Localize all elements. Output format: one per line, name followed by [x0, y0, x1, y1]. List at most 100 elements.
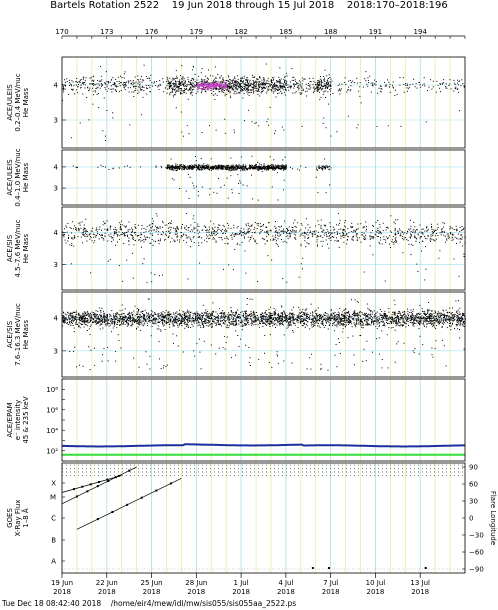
data-point [424, 317, 426, 319]
data-point [210, 166, 212, 168]
data-point [237, 89, 239, 91]
data-point [161, 315, 163, 317]
data-point [63, 320, 65, 322]
data-point [447, 233, 449, 235]
data-point [248, 95, 250, 97]
data-point [208, 231, 210, 233]
data-point [254, 164, 256, 166]
data-point [218, 165, 220, 167]
data-point [197, 223, 199, 225]
data-point [172, 167, 174, 169]
data-point [215, 76, 217, 78]
data-point [82, 78, 84, 80]
data-point [239, 86, 241, 88]
data-point [297, 82, 299, 84]
data-point [205, 167, 207, 169]
data-point [87, 235, 89, 237]
data-point [128, 244, 130, 246]
data-point [242, 167, 244, 169]
data-point [283, 165, 285, 167]
data-point [227, 164, 229, 166]
data-point [438, 312, 440, 314]
data-point [156, 81, 158, 83]
data-point [95, 84, 97, 86]
data-point [427, 234, 429, 236]
data-point [185, 234, 187, 236]
data-point [110, 319, 112, 321]
data-point [139, 81, 141, 83]
data-point [162, 226, 164, 228]
data-point [381, 243, 383, 245]
data-point [443, 231, 445, 233]
data-point [367, 79, 369, 81]
data-point [372, 236, 374, 238]
data-point [64, 233, 66, 235]
data-point [353, 81, 355, 83]
data-point [333, 229, 335, 231]
data-point [97, 166, 99, 168]
data-point [95, 91, 97, 93]
data-point [410, 225, 412, 227]
data-point [346, 91, 348, 93]
data-point [101, 79, 103, 81]
data-point [330, 226, 332, 228]
data-point [262, 86, 264, 88]
data-point [179, 313, 181, 315]
data-point [432, 317, 434, 319]
data-point [170, 85, 172, 87]
data-point [254, 85, 256, 87]
data-point [445, 87, 447, 89]
data-point [78, 223, 80, 225]
data-point [226, 177, 228, 179]
data-point [249, 313, 251, 315]
data-point [236, 168, 238, 170]
data-point [379, 231, 381, 233]
dense-core-point [221, 88, 223, 90]
data-point [262, 168, 264, 170]
data-point [138, 91, 140, 93]
data-point [180, 235, 182, 237]
data-point [225, 168, 227, 170]
panel-ylabel: ACE/SIS [6, 320, 14, 348]
data-point [290, 322, 292, 324]
data-point [83, 230, 85, 232]
data-point [146, 313, 148, 315]
data-point [356, 237, 358, 239]
data-point [226, 93, 228, 95]
data-point [63, 234, 65, 236]
data-point [180, 237, 182, 239]
data-point [400, 233, 402, 235]
data-point [106, 220, 108, 222]
data-point [154, 229, 156, 231]
data-point [305, 91, 307, 93]
data-point [90, 314, 92, 316]
data-point [326, 165, 328, 167]
data-point [181, 77, 183, 79]
data-point [98, 238, 100, 240]
data-point [118, 167, 120, 169]
data-point [226, 167, 228, 169]
data-point [393, 243, 395, 245]
data-point [237, 165, 239, 167]
data-point [390, 327, 392, 329]
data-point [186, 319, 188, 321]
data-point [289, 81, 291, 83]
data-point [174, 83, 176, 85]
data-point [179, 82, 181, 84]
data-point [250, 225, 252, 227]
data-point [352, 80, 354, 82]
data-point [239, 86, 241, 88]
data-point [74, 236, 76, 238]
data-point [450, 233, 452, 235]
data-point [191, 78, 193, 80]
data-point [64, 319, 66, 321]
data-point [149, 91, 151, 93]
dense-core-point [220, 83, 222, 85]
data-point [350, 85, 352, 87]
data-point [123, 242, 125, 244]
data-point [72, 238, 74, 240]
data-point [209, 75, 211, 77]
data-point [403, 91, 405, 93]
data-point [347, 319, 349, 321]
data-point [426, 226, 428, 228]
